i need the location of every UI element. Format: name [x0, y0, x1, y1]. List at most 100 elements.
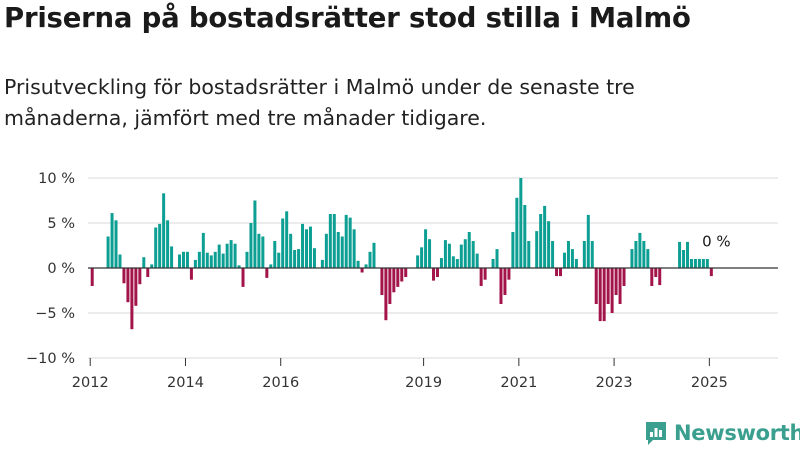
bar — [229, 240, 233, 268]
bar — [368, 251, 372, 268]
bar — [618, 268, 622, 304]
bar — [586, 214, 590, 268]
bar — [543, 205, 547, 268]
bar — [701, 259, 705, 268]
bar — [146, 268, 150, 277]
bar — [118, 254, 122, 268]
bar — [308, 226, 312, 268]
bar — [400, 268, 404, 282]
bar — [443, 240, 447, 268]
bar — [312, 248, 316, 268]
bar — [352, 229, 356, 268]
bar — [428, 239, 432, 268]
bar — [201, 232, 205, 268]
y-tick-label: 5 % — [47, 216, 75, 232]
bar — [455, 259, 459, 268]
chart-subtitle: Prisutveckling för bostadsrätter i Malmö… — [4, 75, 635, 130]
bar — [293, 250, 297, 268]
bar — [539, 214, 543, 268]
bar — [483, 268, 487, 280]
bar — [297, 249, 301, 268]
bar — [130, 268, 134, 330]
latest-value-annotation: 0 % — [702, 232, 731, 250]
bar — [245, 251, 249, 268]
bar — [547, 221, 551, 268]
newsworthy-logo: Newsworthy — [644, 418, 800, 448]
bar — [590, 241, 594, 268]
x-axis-ticks: 2012 2014 2016 2019 2021 2023 2025 — [72, 358, 728, 391]
bar — [166, 220, 170, 268]
bar — [570, 249, 574, 268]
bar — [305, 229, 309, 268]
bar — [193, 259, 197, 268]
bar — [269, 264, 273, 268]
bar — [360, 268, 364, 273]
bar — [634, 241, 638, 268]
bar — [693, 259, 697, 268]
x-tick-label: 2016 — [262, 375, 299, 391]
bar — [689, 259, 693, 268]
y-axis-ticks: −10 % −5 % 0 % 5 % 10 % — [26, 171, 75, 367]
bar — [392, 268, 396, 293]
x-tick-label: 2019 — [405, 375, 442, 391]
bar — [479, 268, 483, 286]
bar — [432, 268, 436, 281]
bar — [416, 255, 420, 268]
bar — [170, 246, 174, 268]
bar — [237, 265, 241, 268]
bar — [261, 236, 265, 268]
bar — [384, 268, 388, 321]
x-tick-label: 2025 — [691, 375, 728, 391]
bar — [606, 268, 610, 304]
bar — [253, 200, 257, 268]
bar — [515, 197, 519, 268]
bar — [225, 243, 229, 268]
bar — [213, 251, 217, 268]
bar — [348, 217, 352, 268]
bar — [372, 242, 376, 268]
bar — [622, 268, 626, 286]
bar — [134, 268, 138, 306]
bar — [697, 259, 701, 268]
bar — [396, 268, 400, 287]
bar — [332, 214, 336, 268]
bar — [404, 268, 408, 277]
bar — [142, 257, 146, 268]
x-tick-label: 2014 — [167, 375, 204, 391]
bar — [463, 239, 467, 268]
bar — [566, 241, 570, 268]
bar — [475, 253, 479, 268]
bar — [328, 214, 332, 268]
bar — [178, 254, 182, 268]
bar — [650, 268, 654, 286]
bar — [424, 229, 428, 268]
y-tick-label: 0 % — [47, 261, 75, 277]
bar — [150, 264, 154, 268]
x-tick-label: 2021 — [500, 375, 537, 391]
bar — [233, 243, 237, 268]
bar — [420, 247, 424, 268]
bar — [705, 259, 709, 268]
bar — [551, 241, 555, 268]
bar — [527, 241, 531, 268]
bar — [340, 236, 344, 268]
bar — [503, 268, 507, 295]
bar — [162, 193, 166, 268]
bar — [499, 268, 503, 304]
bar — [249, 223, 253, 268]
bar — [289, 233, 293, 268]
bar — [285, 211, 289, 268]
x-tick-label: 2023 — [596, 375, 633, 391]
bar — [507, 268, 511, 280]
y-tick-label: −5 % — [35, 306, 75, 322]
bars — [90, 178, 713, 330]
bar — [451, 256, 455, 268]
bar — [189, 268, 193, 280]
bar — [574, 259, 578, 268]
bar — [439, 258, 443, 268]
grid-lines — [88, 177, 778, 359]
bar — [277, 252, 281, 268]
bar — [535, 231, 539, 268]
bar — [388, 268, 392, 304]
